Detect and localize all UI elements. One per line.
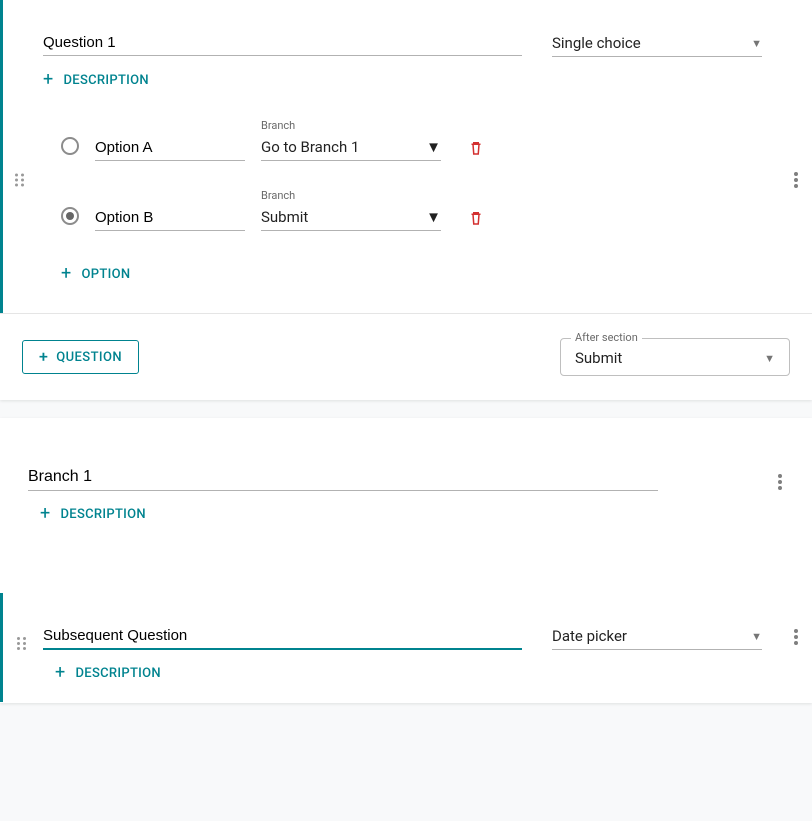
options-container: Branch Go to Branch 1 ▼ Branch Subm — [43, 119, 762, 283]
option-label-input[interactable] — [95, 135, 245, 161]
branch-select[interactable]: Submit ▼ — [261, 204, 441, 231]
dropdown-arrow-icon: ▼ — [426, 138, 441, 156]
question-block-1: Single choice ▼ + DESCRIPTION Branch Go … — [0, 0, 812, 313]
branch-field: Branch Go to Branch 1 ▼ — [261, 119, 441, 161]
card-gap — [0, 400, 812, 418]
branch-value: Go to Branch 1 — [261, 138, 359, 156]
form-card-1: Single choice ▼ + DESCRIPTION Branch Go … — [0, 0, 812, 400]
after-section-select[interactable]: After section Submit ▼ — [560, 338, 790, 376]
plus-icon: + — [55, 664, 66, 682]
section-menu-button[interactable] — [778, 474, 782, 490]
add-question-label: QUESTION — [56, 350, 122, 365]
question-title-input[interactable] — [43, 623, 522, 650]
after-section-value: Submit — [575, 349, 622, 367]
drag-handle-icon[interactable] — [17, 637, 27, 650]
dropdown-arrow-icon: ▼ — [764, 352, 775, 365]
spacer — [0, 543, 812, 593]
section-header: + DESCRIPTION — [0, 418, 812, 543]
question-block-2: Date picker ▼ + DESCRIPTION — [0, 593, 812, 702]
branch-legend: Branch — [261, 119, 441, 132]
add-description-label: DESCRIPTION — [76, 666, 161, 681]
option-row: Branch Submit ▼ — [61, 189, 762, 231]
branch-value: Submit — [261, 208, 308, 226]
drag-handle-icon[interactable] — [15, 174, 25, 187]
delete-option-button[interactable] — [467, 139, 485, 157]
add-description-button[interactable]: + DESCRIPTION — [40, 505, 146, 523]
after-section-legend: After section — [571, 331, 642, 344]
form-card-2: + DESCRIPTION Date picker ▼ + DESCRIPTIO… — [0, 418, 812, 703]
dropdown-arrow-icon: ▼ — [751, 37, 762, 50]
option-label-input[interactable] — [95, 205, 245, 231]
dropdown-arrow-icon: ▼ — [426, 208, 441, 226]
section-title-input[interactable] — [28, 464, 658, 491]
add-description-button[interactable]: + DESCRIPTION — [43, 71, 149, 89]
add-description-button[interactable]: + DESCRIPTION — [55, 664, 161, 682]
plus-icon: + — [43, 71, 54, 89]
trash-icon — [467, 209, 485, 227]
plus-icon: + — [61, 265, 72, 283]
add-question-button[interactable]: + QUESTION — [22, 340, 139, 374]
question-title-input[interactable] — [43, 30, 522, 56]
trash-icon — [467, 139, 485, 157]
branch-field: Branch Submit ▼ — [261, 189, 441, 231]
add-option-label: OPTION — [82, 267, 131, 282]
question-header-row: Date picker ▼ — [43, 623, 762, 650]
plus-icon: + — [40, 505, 51, 523]
branch-select[interactable]: Go to Branch 1 ▼ — [261, 134, 441, 161]
option-radio[interactable] — [61, 137, 79, 155]
add-description-label: DESCRIPTION — [61, 507, 146, 522]
question-menu-button[interactable] — [794, 629, 798, 645]
option-row: Branch Go to Branch 1 ▼ — [61, 119, 762, 161]
question-type-select[interactable]: Single choice ▼ — [552, 30, 762, 57]
question-header-row: Single choice ▼ — [43, 30, 762, 57]
branch-legend: Branch — [261, 189, 441, 202]
question-type-value: Single choice — [552, 34, 641, 52]
question-type-value: Date picker — [552, 627, 627, 645]
add-description-label: DESCRIPTION — [64, 73, 149, 88]
question-type-select[interactable]: Date picker ▼ — [552, 623, 762, 650]
add-option-button[interactable]: + OPTION — [61, 265, 130, 283]
plus-icon: + — [39, 349, 48, 365]
card-footer: + QUESTION After section Submit ▼ — [0, 314, 812, 400]
delete-option-button[interactable] — [467, 209, 485, 227]
option-radio[interactable] — [61, 207, 79, 225]
question-menu-button[interactable] — [794, 172, 798, 188]
dropdown-arrow-icon: ▼ — [751, 630, 762, 643]
